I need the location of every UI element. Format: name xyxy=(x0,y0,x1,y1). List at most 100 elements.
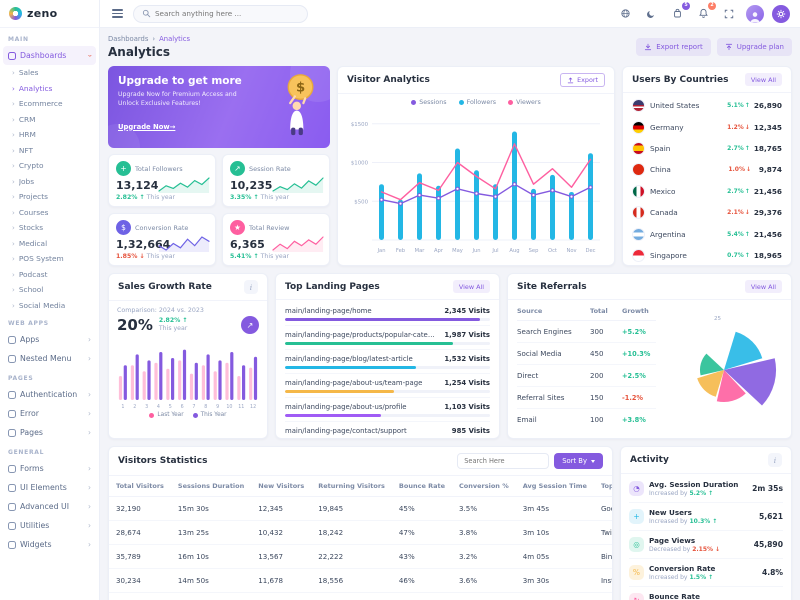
sidebar-item[interactable]: MAIN xyxy=(0,29,99,46)
stat-percent: 3.35% xyxy=(230,194,252,201)
sidebar-item-icon xyxy=(8,521,16,530)
country-row: Singapore 0.7% 18,965 xyxy=(632,245,782,265)
settings-gear-icon[interactable] xyxy=(772,4,790,23)
sidebar-item[interactable]: Sales xyxy=(0,65,99,81)
table-search-input[interactable] xyxy=(457,453,550,469)
sales-growth-card: Sales Growth Rate Comparison: 2024 vs. 2… xyxy=(108,273,268,439)
referral-growth: -1.2% xyxy=(622,393,644,402)
sidebar-item[interactable]: Crypto xyxy=(0,158,99,174)
referral-total: 200 xyxy=(590,371,604,380)
country-users: 29,376 xyxy=(753,208,782,218)
sidebar-item[interactable]: Authentication xyxy=(0,385,99,404)
sidebar-item[interactable]: Pages xyxy=(0,423,99,442)
trend-button[interactable] xyxy=(241,316,259,334)
sidebar-item[interactable]: Utilities xyxy=(0,516,99,535)
upgrade-subtitle: Upgrade Now for Premium Access and Unloc… xyxy=(118,91,237,108)
dark-mode-moon-icon[interactable] xyxy=(642,5,660,23)
sessions-duration-cell: 13m 25s xyxy=(170,520,252,545)
sort-by-button[interactable]: Sort By xyxy=(554,453,603,469)
svg-text:8: 8 xyxy=(204,404,207,410)
cart-icon[interactable]: 5 xyxy=(668,1,690,23)
column-header[interactable]: Conversion % xyxy=(452,476,516,497)
sidebar-item[interactable]: CRM xyxy=(0,112,99,128)
sidebar: zeno MAIN Dashboards Sales xyxy=(0,0,100,600)
column-header[interactable]: Top Sources xyxy=(593,476,612,497)
country-name: Argentina xyxy=(650,229,686,239)
sidebar-item[interactable]: Error xyxy=(0,404,99,423)
country-name: Mexico xyxy=(650,186,676,196)
column-header[interactable]: Total Visitors xyxy=(109,476,171,497)
trend-arrow-icon xyxy=(139,253,144,260)
sidebar-item[interactable]: POS System xyxy=(0,251,99,267)
logo[interactable]: zeno xyxy=(0,0,99,28)
sidebar-item[interactable]: PAGES xyxy=(0,368,99,385)
info-icon[interactable] xyxy=(244,280,258,294)
referral-total: 450 xyxy=(590,349,604,358)
sidebar-item[interactable]: NFT xyxy=(0,143,99,159)
sidebar-item[interactable]: Social Media xyxy=(0,298,99,314)
sidebar-item[interactable]: Ecommerce xyxy=(0,96,99,112)
sidebar-item[interactable]: Nested Menu xyxy=(0,349,99,368)
landing-page-visits: 985 Visits xyxy=(451,426,490,435)
sidebar-item[interactable]: Widgets xyxy=(0,535,99,554)
sidebar-item[interactable]: GENERAL xyxy=(0,442,99,459)
sidebar-item[interactable]: Dashboards xyxy=(3,46,96,65)
view-all-button[interactable]: View All xyxy=(744,73,782,86)
sidebar-item-label: Nested Menu xyxy=(20,354,72,363)
column-header[interactable]: Returning Visitors xyxy=(311,476,392,497)
svg-text:4: 4 xyxy=(157,404,160,410)
country-name: Singapore xyxy=(650,250,687,260)
sidebar-item[interactable]: Podcast xyxy=(0,267,99,283)
sidebar-item[interactable]: School xyxy=(0,282,99,298)
translate-icon[interactable] xyxy=(616,5,634,23)
view-all-button[interactable]: View All xyxy=(744,280,782,293)
activity-icon: % xyxy=(629,565,644,580)
export-report-button[interactable]: Export report xyxy=(636,38,711,56)
growth-value: 20% xyxy=(117,316,153,334)
country-name: Germany xyxy=(650,122,684,132)
new-visitors-cell: 11,678 xyxy=(251,568,312,593)
export-button[interactable]: Export xyxy=(560,73,605,87)
column-header[interactable]: Sessions Duration xyxy=(170,476,252,497)
progress-track xyxy=(285,317,490,321)
search-input[interactable] xyxy=(155,9,299,18)
view-all-button[interactable]: View All xyxy=(452,280,490,293)
column-header[interactable]: New Visitors xyxy=(251,476,312,497)
sidebar-item[interactable]: Courses xyxy=(0,205,99,221)
country-users: 21,456 xyxy=(753,229,782,239)
sidebar-item[interactable]: Analytics xyxy=(0,81,99,97)
stat-cards: + Total Followers 13,124 2.82% This year xyxy=(108,154,330,266)
sidebar-item[interactable]: Stocks xyxy=(0,220,99,236)
activity-title: New Users xyxy=(649,508,692,517)
upgrade-plan-button[interactable]: Upgrade plan xyxy=(716,38,792,56)
sidebar-item[interactable]: Advanced UI xyxy=(0,497,99,516)
comparison-label: Comparison: 2024 vs. 2023 xyxy=(117,307,204,314)
info-icon[interactable] xyxy=(768,453,782,467)
sidebar-item[interactable]: Projects xyxy=(0,189,99,205)
svg-text:2: 2 xyxy=(133,404,136,410)
country-flag-icon xyxy=(632,206,645,220)
stat-icon: ★ xyxy=(230,220,245,235)
global-search[interactable] xyxy=(133,4,308,23)
logo-text: zeno xyxy=(27,7,58,20)
notifications-bell-icon[interactable]: 2 xyxy=(694,1,716,23)
fullscreen-icon[interactable] xyxy=(720,5,738,23)
sidebar-item[interactable]: Apps xyxy=(0,330,99,349)
breadcrumb-dashboards[interactable]: Dashboards xyxy=(108,35,149,43)
svg-text:Apr: Apr xyxy=(434,248,444,254)
sidebar-item[interactable]: WEB APPS xyxy=(0,313,99,330)
menu-icon[interactable] xyxy=(110,7,125,20)
avatar[interactable] xyxy=(746,4,764,23)
sidebar-item[interactable]: UI Elements xyxy=(0,478,99,497)
column-header[interactable]: Avg Session Time xyxy=(515,476,594,497)
sidebar-item[interactable]: Forms xyxy=(0,459,99,478)
sidebar-item[interactable]: Jobs xyxy=(0,174,99,190)
column-header[interactable]: Bounce Rate xyxy=(391,476,453,497)
svg-text:3: 3 xyxy=(145,404,148,410)
column-header: Source xyxy=(517,307,543,315)
referral-row: Referral Sites 150 -1.2% xyxy=(517,387,656,409)
country-name: United States xyxy=(650,101,700,111)
sidebar-item[interactable]: Medical xyxy=(0,236,99,252)
upgrade-now-link[interactable]: Upgrade Now→ xyxy=(118,122,176,131)
sidebar-item[interactable]: HRM xyxy=(0,127,99,143)
